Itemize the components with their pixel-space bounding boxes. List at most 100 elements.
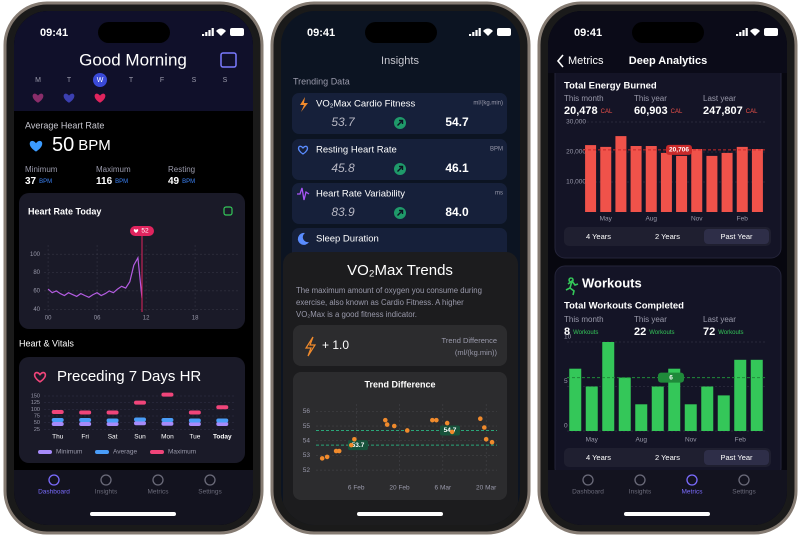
segment-label[interactable]: 4 Years [586, 453, 611, 462]
difference-card [293, 325, 507, 366]
stat: 60,903 CAL [634, 105, 683, 117]
range-mark [188, 422, 201, 426]
range-mark [51, 422, 64, 426]
wifi-icon [483, 28, 493, 36]
stat-unit: Workouts [718, 330, 743, 336]
sheet-description: exercise, also known as Cardio Fitness. … [296, 298, 464, 307]
heart-rate-unit: BPM [78, 137, 111, 154]
stat-unit: BPM [115, 179, 128, 185]
scatter-point [324, 454, 330, 460]
signal-bar [478, 28, 481, 36]
stat-value: 60,903 [634, 105, 668, 117]
bar [615, 136, 627, 212]
range-mark [79, 410, 92, 415]
bar [668, 368, 681, 431]
segment-label[interactable]: 2 Years [655, 232, 680, 241]
chart-card [293, 372, 507, 500]
bar [734, 359, 747, 431]
x-tick-label: Sun [134, 434, 146, 441]
weekday[interactable]: S [223, 77, 228, 84]
y-tick-label: 60 [33, 288, 40, 294]
scatter-point [319, 456, 325, 461]
stat-label: This year [634, 315, 667, 324]
stat-unit: Workouts [573, 330, 598, 336]
weekday[interactable]: W [97, 77, 104, 84]
segment-label[interactable]: 4 Years [586, 232, 611, 241]
trend-name: Heart Rate Variability [316, 189, 405, 200]
lightning-icon [304, 336, 317, 357]
tab-icon [738, 474, 750, 486]
y-tick-label: 5 [564, 378, 568, 385]
battery [764, 28, 778, 36]
stat-value: 49 [168, 176, 180, 187]
scatter-point [384, 422, 390, 427]
scatter-point [383, 417, 388, 423]
screen-title: Good Morning [79, 50, 187, 69]
bar [630, 146, 642, 212]
card [554, 265, 782, 479]
signal-bar [736, 34, 739, 36]
tab-label[interactable]: Dashboard [572, 489, 604, 496]
scatter-point [336, 448, 342, 454]
x-tick-label: Thu [52, 434, 64, 441]
segment-label[interactable]: Past Year [720, 232, 753, 241]
y-tick-label: 53 [303, 452, 311, 459]
bar [602, 342, 615, 431]
tab-label[interactable]: Settings [732, 489, 756, 496]
range-mark [106, 418, 119, 423]
tab-label[interactable]: Metrics [682, 489, 704, 496]
tab-icon [48, 474, 60, 486]
stat: 247,807 CAL [703, 105, 758, 117]
dynamic-island [365, 22, 437, 43]
y-tick-label: 50 [34, 420, 40, 426]
bar [721, 152, 733, 212]
trend-row[interactable] [292, 139, 507, 180]
y-tick-label: 30,000 [566, 119, 586, 126]
weekday[interactable]: T [67, 77, 72, 84]
range-mark [79, 418, 92, 422]
weekday[interactable]: T [129, 77, 134, 84]
tab-label[interactable]: Insights [95, 489, 118, 496]
bar [585, 386, 598, 431]
calendar-icon[interactable] [220, 52, 237, 68]
sync-icon[interactable] [223, 206, 233, 216]
weekday[interactable]: M [35, 77, 41, 84]
y-tick-label: 54 [303, 437, 311, 444]
segment-label[interactable]: 2 Years [655, 453, 680, 462]
arrow-glyph [397, 209, 404, 216]
x-tick-label: 18 [192, 316, 199, 322]
tab-label[interactable]: Settings [198, 489, 222, 496]
back-button[interactable]: Metrics [568, 55, 604, 67]
trend-row[interactable] [292, 183, 507, 224]
x-tick-label: Feb [737, 216, 749, 223]
signal-bar [205, 32, 208, 36]
wifi-icon [750, 28, 760, 36]
signal-bar [475, 30, 478, 36]
difference-value: + 1.0 [322, 338, 349, 352]
segment-label[interactable]: Past Year [720, 453, 753, 462]
y-tick-label: 150 [31, 393, 40, 399]
weekday[interactable]: S [192, 77, 197, 84]
weekday[interactable]: F [160, 77, 164, 84]
range-mark [51, 410, 64, 414]
scatter-point [352, 436, 357, 442]
range-mark [106, 410, 119, 415]
stat-label: This month [564, 315, 604, 324]
trend-row[interactable] [292, 93, 507, 134]
y-tick-label: 100 [30, 252, 41, 258]
tab-label[interactable]: Insights [629, 489, 652, 496]
signal-bar [745, 28, 748, 36]
trend-previous: 53.7 [331, 115, 356, 129]
signal-bar [472, 32, 475, 36]
y-tick-label: 20,000 [566, 149, 586, 156]
stat: 20,478 CAL [564, 105, 613, 117]
scatter-point [404, 428, 410, 433]
bar [569, 368, 582, 431]
tab-label[interactable]: Metrics [148, 489, 170, 496]
tab-label[interactable]: Dashboard [38, 489, 70, 496]
tab-icon [204, 474, 216, 486]
stat-value: 247,807 [703, 105, 743, 117]
bar [635, 404, 648, 431]
x-tick-label: Feb [735, 437, 747, 444]
